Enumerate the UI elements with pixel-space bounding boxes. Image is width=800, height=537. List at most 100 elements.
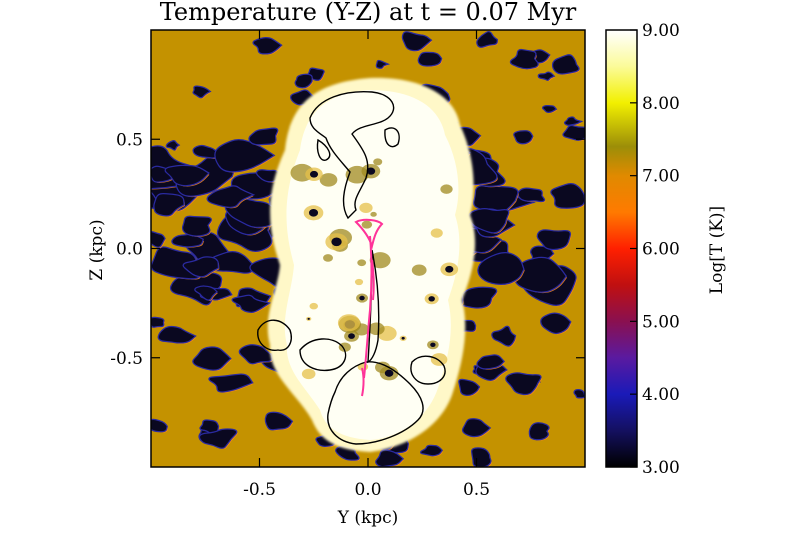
- cloud-core: [215, 140, 274, 172]
- colorbar-tick-label: 3.00: [642, 458, 680, 478]
- cloud-core: [478, 253, 524, 284]
- cloud-core: [158, 327, 195, 343]
- cloud-core: [543, 106, 556, 112]
- cloud-core: [376, 61, 387, 68]
- cloud-core: [531, 246, 553, 261]
- cloud-core: [249, 128, 278, 145]
- jet-head: [354, 218, 384, 250]
- jet-beam: [363, 235, 375, 379]
- colorbar-tick-label: 9.00: [642, 21, 680, 41]
- inner-cold-patch: [348, 333, 355, 339]
- cloud-core: [151, 232, 165, 247]
- inner-warm-patch: [323, 254, 333, 262]
- colorbar-tick-label: 7.00: [642, 167, 680, 187]
- cloud-core: [183, 257, 218, 277]
- jet: [354, 218, 384, 397]
- cloud-core: [183, 216, 211, 236]
- cloud-core: [253, 38, 281, 54]
- cloud-core: [154, 194, 184, 216]
- inner-warm-patch: [440, 184, 453, 194]
- cloud-core: [565, 117, 580, 125]
- upper-contour: [309, 91, 395, 220]
- cloud-core: [209, 374, 252, 392]
- inner-cold-patch: [384, 369, 394, 377]
- cloud-core: [511, 50, 538, 69]
- cloud-core: [266, 412, 292, 430]
- cloud-core: [506, 373, 541, 394]
- inner-warm-patch: [354, 278, 364, 286]
- cloud-core: [295, 74, 312, 88]
- inner-warm-patch: [309, 302, 318, 310]
- cloud-core: [193, 347, 230, 370]
- cloud-core: [518, 188, 544, 201]
- cloud-core: [195, 286, 217, 300]
- y-tick-label: 0.0: [116, 240, 143, 260]
- cloud-core: [200, 429, 237, 448]
- cloud-core: [492, 326, 515, 346]
- cloud-core: [477, 32, 497, 47]
- inner-warm-patch: [373, 158, 383, 166]
- y-tick-label: 0.5: [116, 130, 143, 150]
- bubble-interior-clouds: [290, 158, 459, 381]
- inner-warm-patch: [411, 264, 427, 276]
- x-axis-label: Y (kpc): [337, 508, 399, 528]
- plot-area: -0.5 0.0 0.5 0.5 0.0 -0.5 Y (kpc) Z (kpc): [87, 29, 586, 528]
- inner-warm-patch: [338, 342, 351, 352]
- inner-warm-patch: [319, 173, 338, 187]
- inner-cold-patch: [445, 265, 454, 273]
- y-axis: 0.5 0.0 -0.5: [110, 130, 585, 369]
- cloud-core: [239, 345, 272, 364]
- cloud-core: [421, 445, 442, 456]
- cloud-core: [474, 186, 518, 214]
- cloud-core: [537, 230, 570, 249]
- cloud-core: [459, 379, 479, 395]
- colorbar-label: Log[T (K)]: [707, 206, 727, 294]
- inner-warm-patch: [430, 228, 443, 238]
- inner-cold-patch: [428, 296, 435, 302]
- cloud-core: [456, 287, 496, 308]
- inner-cold-patch: [401, 336, 405, 340]
- inner-cold-patch: [331, 237, 342, 247]
- cloud-core: [551, 184, 585, 208]
- cloud-core: [193, 146, 217, 158]
- cloud-core: [563, 126, 585, 140]
- cloud-core: [403, 32, 431, 51]
- x-tick-label: -0.5: [243, 480, 276, 500]
- colorbar-ticks: 9.00 8.00 7.00 6.00 5.00 4.00 3.00: [630, 21, 680, 478]
- inner-cold-patch: [308, 209, 319, 217]
- x-tick-label: 0.0: [354, 480, 381, 500]
- cloud-core: [515, 258, 566, 292]
- right-filament-contour: [384, 127, 400, 148]
- x-axis: -0.5 0.0 0.5: [243, 30, 490, 500]
- inner-warm-patch: [368, 322, 385, 336]
- cloud-core: [553, 55, 579, 74]
- right-lobe-contour: [410, 355, 446, 385]
- cloud-core: [469, 209, 509, 233]
- cloud-core: [541, 313, 570, 333]
- inner-cold-patch: [430, 342, 436, 348]
- x-tick-label: 0.5: [463, 480, 490, 500]
- cloud-core: [232, 295, 269, 312]
- cloud-core: [538, 72, 554, 80]
- cloud-core: [463, 419, 490, 436]
- cloud-core: [376, 450, 403, 467]
- cloud-core: [257, 170, 280, 182]
- colorbar-tick-label: 5.00: [642, 312, 680, 332]
- cloud-core: [166, 141, 179, 150]
- inner-warm-patch: [361, 220, 373, 229]
- cloud-core: [172, 234, 203, 247]
- upper-side-contour: [316, 138, 331, 161]
- inner-warm-patch: [430, 353, 448, 366]
- inner-warm-patch: [337, 314, 361, 332]
- y-axis-label: Z (kpc): [87, 219, 107, 280]
- y-tick-label: -0.5: [110, 349, 143, 369]
- inner-warm-patch: [359, 202, 373, 213]
- cloud-core: [477, 355, 504, 369]
- mid-lobe-contour: [299, 338, 347, 372]
- colorbar-tick-label: 6.00: [642, 240, 680, 260]
- cloud-core: [165, 166, 208, 186]
- chart-title: Temperature (Y-Z) at t = 0.07 Myr: [160, 0, 577, 26]
- cloud-core: [529, 423, 549, 440]
- left-lobe-contour: [257, 319, 292, 351]
- cloud-core: [514, 131, 533, 144]
